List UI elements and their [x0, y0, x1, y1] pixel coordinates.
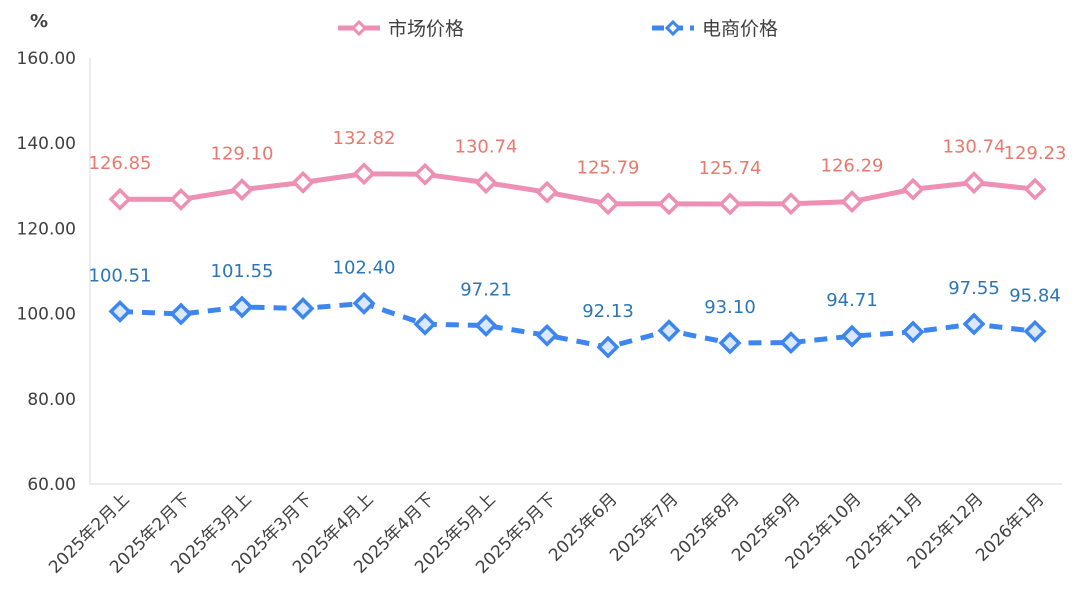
- data-label: 130.74: [455, 137, 518, 158]
- data-label: 125.74: [699, 158, 762, 179]
- data-label: 130.74: [943, 137, 1006, 158]
- legend: 市场价格 电商价格: [338, 18, 778, 40]
- data-point-marker: [352, 291, 376, 315]
- y-tick-label: 60.00: [27, 475, 76, 495]
- data-label: 126.85: [89, 153, 152, 174]
- data-label: 102.40: [333, 257, 396, 278]
- data-point-marker: [840, 324, 864, 348]
- data-point-marker: [108, 187, 132, 211]
- data-point-marker: [901, 177, 925, 201]
- data-label: 129.23: [1004, 143, 1067, 164]
- data-point-marker: [962, 312, 986, 336]
- data-point-marker: [718, 331, 742, 355]
- data-point-marker: [1023, 177, 1047, 201]
- series-group: 126.85 129.10 132.82 130.74 125.79 125.74 126.…: [89, 128, 1067, 359]
- data-label: 95.84: [1009, 285, 1061, 306]
- data-point-marker: [413, 312, 437, 336]
- data-point-marker: [413, 162, 437, 186]
- data-label: 97.55: [948, 278, 1000, 299]
- data-label: 101.55: [211, 261, 274, 282]
- data-label: 125.79: [577, 158, 640, 179]
- legend-label: 市场价格: [388, 18, 464, 40]
- legend-swatch-marker: [664, 19, 682, 37]
- data-label: 97.21: [460, 279, 512, 300]
- data-label: 100.51: [89, 265, 152, 286]
- x-axis: 2025年2月上2025年2月下2025年3月上2025年3月下2025年4月上…: [45, 489, 1048, 577]
- data-point-marker: [535, 323, 559, 347]
- legend-swatch-marker: [350, 19, 368, 37]
- data-point-marker: [779, 192, 803, 216]
- series-line-market-price: [119, 171, 1036, 207]
- data-label: 132.82: [333, 128, 396, 149]
- data-point-marker: [535, 180, 559, 204]
- y-tick-label: 120.00: [17, 219, 76, 239]
- y-axis: 60.00 80.00 100.00 120.00 140.00 160.00: [17, 49, 76, 495]
- data-label: 94.71: [826, 290, 878, 311]
- data-label: 129.10: [211, 144, 274, 165]
- data-point-marker: [169, 302, 193, 326]
- y-tick-label: 160.00: [17, 49, 76, 69]
- data-point-marker: [657, 192, 681, 216]
- data-point-marker: [352, 162, 376, 186]
- data-point-marker: [840, 190, 864, 214]
- data-point-marker: [596, 335, 620, 359]
- data-point-marker: [962, 171, 986, 195]
- legend-label: 电商价格: [702, 18, 778, 40]
- series-line-ecommerce-price: [119, 300, 1036, 350]
- data-point-marker: [291, 297, 315, 320]
- data-point-marker: [718, 192, 742, 216]
- data-point-marker: [230, 178, 254, 202]
- data-point-marker: [901, 320, 925, 344]
- data-point-marker: [779, 331, 803, 355]
- y-tick-label: 140.00: [17, 134, 76, 154]
- data-point-marker: [474, 314, 498, 337]
- y-tick-label: 80.00: [27, 390, 76, 410]
- data-label: 93.10: [704, 297, 756, 318]
- data-point-marker: [1023, 319, 1047, 343]
- y-axis-unit: %: [30, 11, 48, 32]
- y-tick-label: 100.00: [17, 305, 76, 325]
- data-point-marker: [596, 192, 620, 216]
- data-point-marker: [108, 299, 132, 323]
- data-point-marker: [474, 171, 498, 195]
- data-point-marker: [169, 187, 193, 211]
- data-point-marker: [291, 170, 315, 194]
- data-label: 126.29: [821, 156, 884, 177]
- data-label: 92.13: [582, 301, 634, 322]
- data-point-marker: [230, 295, 254, 319]
- data-point-marker: [657, 319, 681, 343]
